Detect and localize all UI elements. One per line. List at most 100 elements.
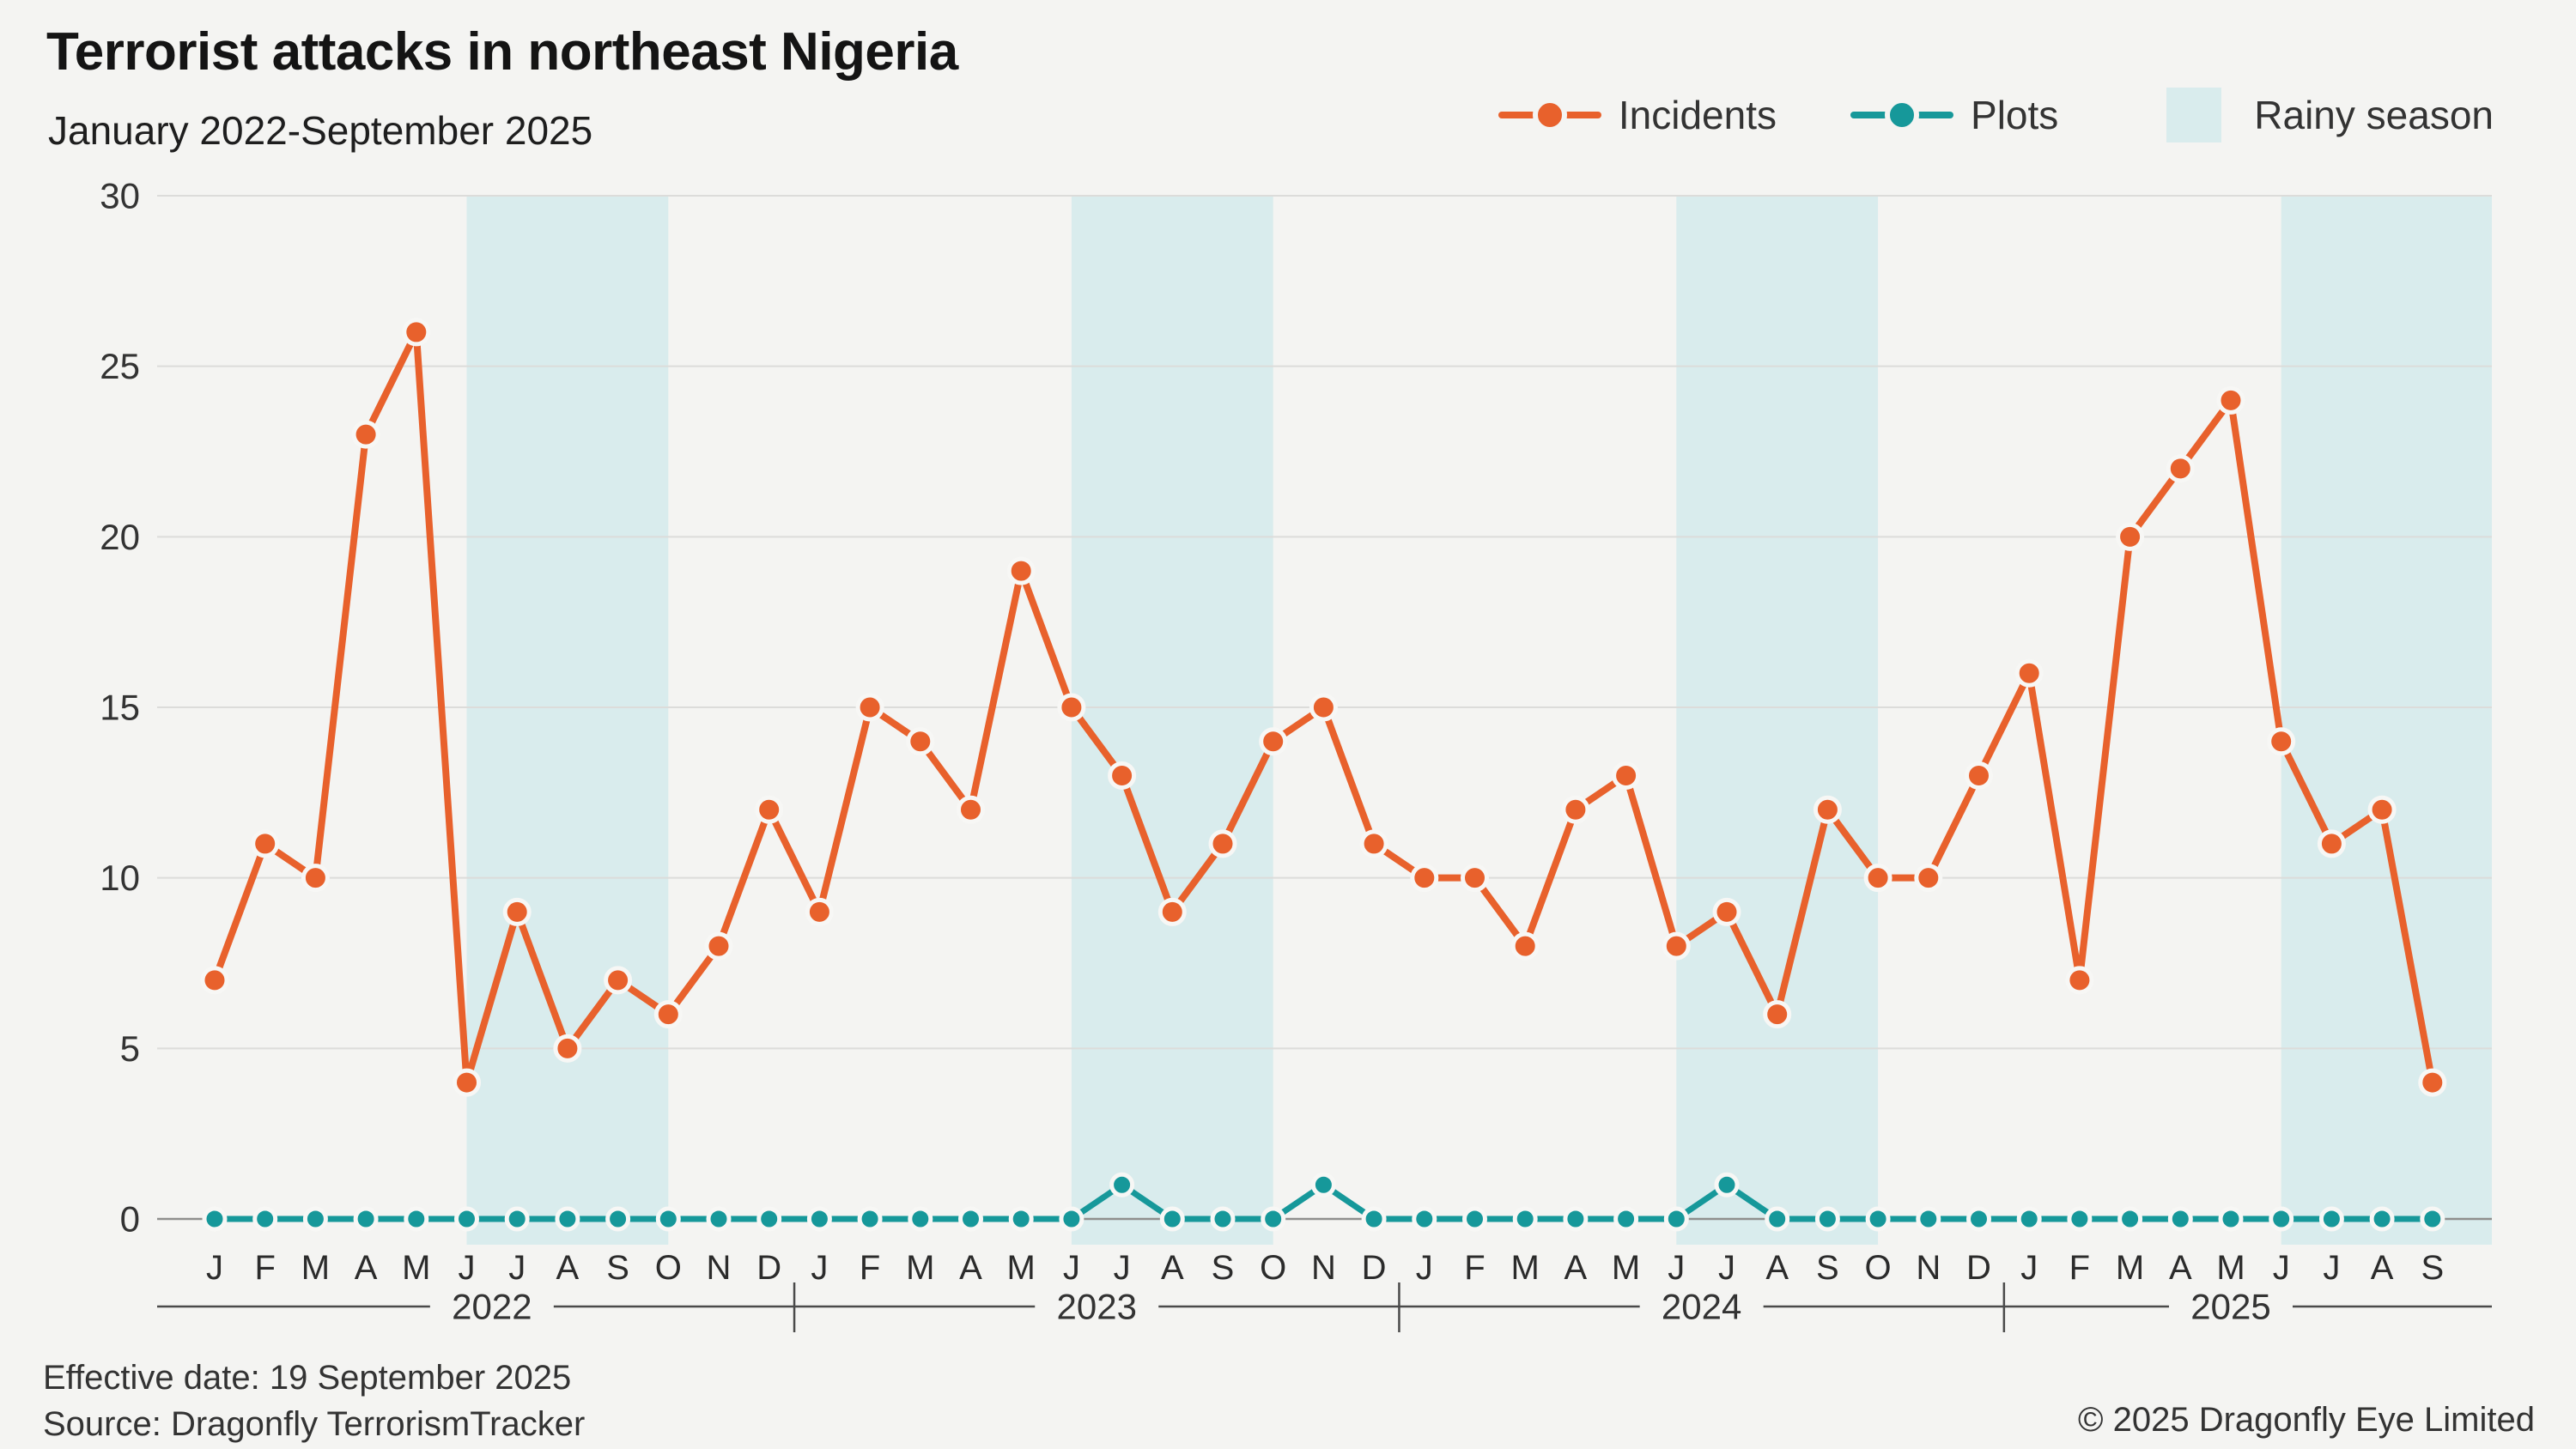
plots-point — [2016, 1206, 2042, 1232]
incidents-point — [855, 693, 884, 722]
copyright: © 2025 Dragonfly Eye Limited — [2078, 1401, 2535, 1439]
month-tick-label: J — [2323, 1249, 2340, 1287]
plots-point — [404, 1206, 429, 1232]
month-tick-label: N — [1311, 1249, 1336, 1287]
plots-point — [1613, 1206, 1639, 1232]
month-tick-label: M — [1511, 1249, 1540, 1287]
incidents-point — [1259, 727, 1288, 756]
month-tick-label: O — [1260, 1249, 1286, 1287]
plots-point — [1109, 1172, 1135, 1197]
month-tick-label: S — [2421, 1249, 2444, 1287]
incidents-point — [553, 1034, 582, 1063]
month-tick-label: A — [959, 1249, 982, 1287]
rainy-season-band — [2281, 196, 2492, 1245]
incidents-line-marker-icon — [1498, 98, 1601, 132]
source: Source: Dragonfly TerrorismTracker — [43, 1405, 586, 1443]
month-tick-label: J — [206, 1249, 223, 1287]
legend-item-plots: Plots — [1850, 92, 2058, 138]
incidents-point — [704, 931, 733, 961]
plots-point — [605, 1206, 631, 1232]
month-tick-label: M — [402, 1249, 430, 1287]
incidents-point — [653, 1000, 683, 1029]
incidents-point — [1712, 897, 1741, 926]
plots-point — [1008, 1206, 1034, 1232]
incidents-point — [1461, 864, 1489, 893]
plots-point — [555, 1206, 580, 1232]
plots-point — [1261, 1206, 1286, 1232]
incidents-point — [1359, 829, 1388, 858]
legend-label-plots: Plots — [1971, 93, 2059, 137]
legend-label-incidents: Incidents — [1618, 93, 1777, 137]
incidents-point — [1662, 931, 1691, 961]
plots-point — [2167, 1206, 2193, 1232]
month-tick-label: D — [1966, 1249, 1991, 1287]
incidents-point — [1763, 1000, 1792, 1029]
month-tick-label: F — [1464, 1249, 1485, 1287]
plots-point — [1210, 1206, 1236, 1232]
incidents-point — [301, 864, 330, 893]
incidents-point — [2418, 1068, 2447, 1097]
month-tick-label: O — [1865, 1249, 1892, 1287]
month-tick-label: M — [1612, 1249, 1640, 1287]
year-label: 2024 — [1662, 1287, 1741, 1327]
plots-point — [1916, 1206, 1941, 1232]
incidents-point — [2367, 795, 2397, 824]
month-tick-label: A — [2371, 1249, 2394, 1287]
month-tick-label: J — [2273, 1249, 2290, 1287]
incidents-point — [1309, 693, 1338, 722]
plots-point — [2067, 1206, 2093, 1232]
plots-point — [353, 1206, 379, 1232]
incidents-point — [906, 727, 935, 756]
year-label: 2022 — [452, 1287, 532, 1327]
y-tick-label: 20 — [100, 517, 140, 557]
incidents-point — [200, 966, 229, 995]
month-tick-label: J — [508, 1249, 526, 1287]
incidents-point — [1208, 829, 1237, 858]
plots-point — [1865, 1206, 1891, 1232]
incidents-point — [1410, 864, 1439, 893]
month-tick-label: J — [1063, 1249, 1080, 1287]
rainy-season-band — [1676, 196, 1879, 1245]
rainy-season-swatch-icon — [2166, 88, 2222, 142]
incidents-point — [2166, 454, 2195, 483]
incidents-point — [604, 966, 633, 995]
incidents-point — [1914, 864, 1943, 893]
y-tick-label: 10 — [100, 858, 140, 898]
incidents-point — [2116, 522, 2145, 551]
month-tick-label: A — [1564, 1249, 1588, 1287]
plots-point — [706, 1206, 732, 1232]
plots-point — [2269, 1206, 2294, 1232]
month-tick-label: A — [355, 1249, 378, 1287]
plots-line-marker-icon — [1850, 98, 1954, 132]
month-tick-label: J — [1718, 1249, 1735, 1287]
incidents-point — [2014, 658, 2044, 688]
rainy-season-band — [466, 196, 669, 1245]
incidents-point — [1108, 761, 1137, 790]
plots-point — [2369, 1206, 2395, 1232]
plots-point — [1310, 1172, 1336, 1197]
y-tick-label: 15 — [100, 688, 140, 728]
incidents-point — [1561, 795, 1590, 824]
month-tick-label: M — [1007, 1249, 1036, 1287]
incidents-point — [1157, 897, 1187, 926]
footer-notes: Effective date: 19 September 2025 Source… — [43, 1355, 585, 1447]
legend-item-incidents: Incidents — [1498, 92, 1777, 138]
incidents-point — [1057, 693, 1086, 722]
incidents-point — [251, 829, 280, 858]
plots-point — [504, 1206, 530, 1232]
plots-point — [2420, 1206, 2445, 1232]
plots-point — [252, 1206, 278, 1232]
plots-point — [857, 1206, 883, 1232]
month-tick-label: S — [606, 1249, 629, 1287]
rainy-season-band — [1071, 196, 1273, 1245]
incidents-point — [1612, 761, 1641, 790]
incidents-point — [805, 897, 834, 926]
month-tick-label: F — [254, 1249, 275, 1287]
plots-point — [1563, 1206, 1589, 1232]
legend-item-rainy-season: Rainy season — [2166, 88, 2494, 142]
plots-point — [202, 1206, 228, 1232]
plots-point — [2318, 1206, 2344, 1232]
incidents-point — [2216, 385, 2245, 415]
